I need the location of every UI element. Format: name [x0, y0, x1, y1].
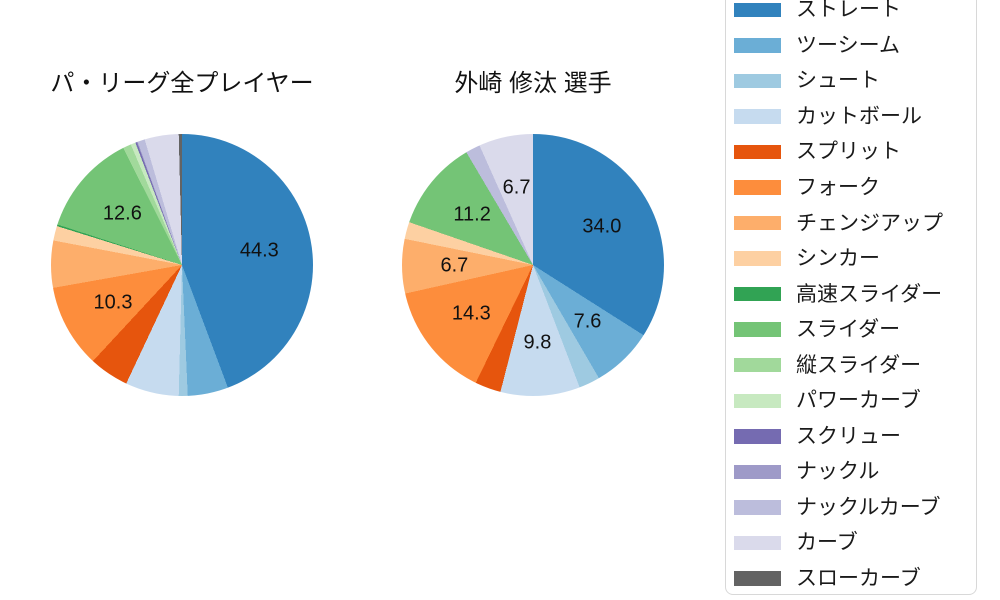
pie-value-label: 6.7 [440, 254, 469, 277]
legend-color-swatch [734, 357, 781, 373]
legend-item-label: フォーク [796, 176, 880, 199]
pie-value-label: 6.7 [502, 176, 531, 199]
legend-item: ツーシーム [726, 28, 976, 64]
legend-color-swatch [734, 2, 781, 18]
legend-item: スプリット [726, 134, 976, 170]
legend-item-label: シュート [796, 69, 880, 93]
pie-league: 44.3 10.3 12.6 [51, 134, 313, 396]
legend-color-swatch [734, 215, 781, 231]
legend-color-swatch [734, 180, 781, 195]
legend-color-swatch [734, 109, 781, 124]
pie-league-circle [51, 134, 313, 396]
legend-item: 高速スライダー [726, 276, 976, 312]
legend-color-swatch [734, 500, 781, 515]
chart-league: パ・リーグ全プレイヤー 44.3 10.3 12.6 [50, 70, 314, 396]
legend-item-label: スライダー [796, 318, 901, 342]
pie-value-label: 9.8 [523, 331, 552, 354]
legend-item-label: スローカーブ [796, 567, 921, 591]
legend-item: カーブ [726, 525, 976, 561]
legend-item-label: カーブ [796, 531, 858, 555]
legend-item-label: パワーカーブ [796, 389, 921, 413]
legend-item-label: チェンジアップ [796, 211, 943, 235]
legend-color-swatch [734, 322, 781, 337]
legend-item: パワーカーブ [726, 383, 976, 419]
legend-item: シンカー [726, 241, 976, 277]
chart-title-league: パ・リーグ全プレイヤー [50, 70, 314, 97]
legend-color-swatch [734, 429, 781, 444]
legend: ストレートツーシームシュートカットボール スプリットフォークチェンジアップ シンカー… [725, 0, 977, 595]
legend-item: ストレート [726, 0, 976, 28]
legend-item-label: ツーシーム [796, 33, 900, 57]
pie-player-circle [402, 134, 664, 396]
legend-color-swatch [734, 464, 781, 480]
legend-color-swatch [734, 571, 781, 586]
legend-item: スクリュー [726, 419, 976, 455]
chart-player: 外崎 修汰 選手 34.0 7.6 9.8 14.3 6.7 11.2 6.7 [402, 70, 664, 396]
legend-item-label: カットボール [796, 104, 922, 128]
legend-item: フォーク [726, 170, 976, 206]
legend-item: チェンジアップ [726, 205, 976, 241]
legend-item-label: スクリュー [796, 424, 901, 448]
legend-item-label: スプリット [796, 140, 901, 164]
pie-value-label: 14.3 [451, 302, 491, 325]
legend-color-swatch [734, 144, 781, 160]
legend-color-swatch [734, 38, 781, 53]
pie-value-label: 10.3 [93, 291, 133, 314]
pie-value-label: 34.0 [582, 215, 622, 238]
legend-item-label: ナックル [796, 460, 880, 484]
legend-color-swatch [734, 286, 781, 302]
legend-item-label: 縦スライダー [796, 353, 922, 377]
legend-item-label: ストレート [796, 0, 901, 22]
legend-color-swatch [734, 251, 781, 266]
pie-value-label: 7.6 [573, 310, 602, 333]
pie-value-label: 11.2 [453, 203, 491, 226]
legend-item: ナックル [726, 454, 976, 490]
pie-value-label: 44.3 [239, 239, 279, 262]
legend-item: シュート [726, 63, 976, 99]
legend-item-label: 高速スライダー [796, 282, 943, 306]
legend-item: ナックルカーブ [726, 490, 976, 526]
legend-item: スライダー [726, 312, 976, 348]
pie-value-label: 12.6 [102, 202, 142, 225]
legend-color-swatch [734, 393, 781, 409]
legend-color-swatch [734, 73, 781, 89]
legend-item: スローカーブ [726, 561, 976, 597]
legend-item: カットボール [726, 99, 976, 135]
legend-item: 縦スライダー [726, 347, 976, 383]
pie-player: 34.0 7.6 9.8 14.3 6.7 11.2 6.7 [402, 134, 664, 396]
legend-item-label: シンカー [796, 247, 880, 271]
legend-item-label: ナックルカーブ [796, 495, 941, 519]
legend-color-swatch [734, 535, 781, 551]
chart-title-player: 外崎 修汰 選手 [454, 70, 612, 97]
